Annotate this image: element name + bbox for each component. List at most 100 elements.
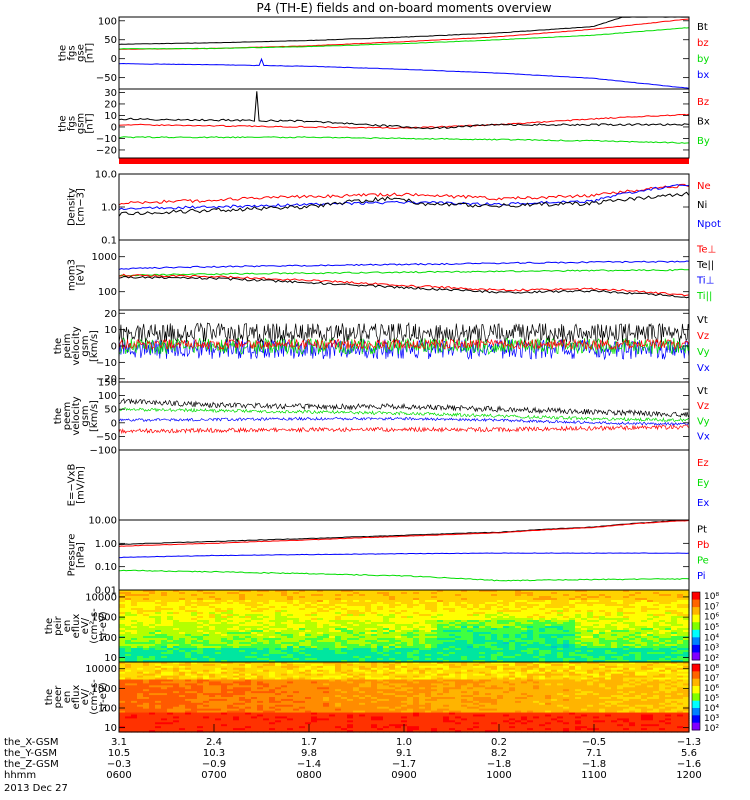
spectrogram-cell: [401, 640, 408, 643]
spectrogram-cell: [671, 620, 678, 623]
spectrogram-cell: [569, 654, 576, 657]
spectrogram-cell: [161, 720, 168, 723]
spectrogram-cell: [497, 638, 504, 641]
spectrogram-cell: [281, 730, 288, 733]
spectrogram-cell: [323, 662, 330, 665]
spectrogram-cell: [119, 626, 126, 629]
spectrogram-cell: [485, 642, 492, 645]
spectrogram-cell: [383, 614, 390, 617]
spectrogram-cell: [353, 632, 360, 635]
spectrogram-cell: [197, 628, 204, 631]
spectrogram-cell: [143, 610, 150, 613]
spectrogram-cell: [671, 602, 678, 605]
spectrogram-cell: [467, 638, 474, 641]
spectrogram-cell: [263, 724, 270, 727]
spectrogram-cell: [335, 685, 342, 688]
spectrogram-cell: [299, 695, 306, 698]
spectrogram-cell: [413, 644, 420, 647]
spectrogram-cell: [245, 612, 252, 615]
spectrogram-cell: [161, 708, 168, 712]
spectrogram-cell: [119, 638, 126, 641]
spectrogram-cell: [593, 652, 600, 655]
spectrogram-cell: [173, 716, 180, 719]
spectrogram-cell: [467, 624, 474, 627]
spectrogram-cell: [317, 646, 324, 649]
spectrogram-cell: [203, 704, 210, 708]
spectrogram-cell: [293, 669, 300, 673]
spectrogram-cell: [191, 614, 198, 617]
spectrogram-cell: [281, 681, 288, 684]
spectrogram-cell: [635, 642, 642, 645]
spectrogram-cell: [209, 600, 216, 603]
spectrogram-cell: [131, 658, 138, 661]
spectrogram-cell: [317, 677, 324, 681]
spectrogram-cell: [587, 650, 594, 653]
spectrogram-cell: [143, 693, 150, 696]
spectrogram-cell: [449, 594, 456, 597]
spectrogram-cell: [497, 658, 504, 661]
spectrogram-cell: [125, 710, 132, 714]
spectrogram-cell: [149, 675, 156, 679]
spectrogram-cell: [173, 671, 180, 675]
spectrogram-cell: [305, 677, 312, 681]
spectrogram-cell: [383, 604, 390, 607]
spectrogram-cell: [407, 638, 414, 641]
spectrogram-cell: [287, 616, 294, 619]
spectrogram-cell: [155, 596, 162, 599]
spectrogram-cell: [455, 640, 462, 643]
spectrogram-cell: [197, 677, 204, 681]
spectrogram-cell: [209, 662, 216, 665]
spectrogram-cell: [221, 618, 228, 621]
spectrogram-cell: [647, 640, 654, 643]
spectrogram-cell: [383, 618, 390, 621]
spectrogram-cell: [281, 669, 288, 673]
y-tick-label: 0: [111, 342, 117, 353]
spectrogram-cell: [305, 598, 312, 601]
spectrogram-cell: [143, 712, 150, 716]
spectrogram-cell: [671, 604, 678, 607]
spectrogram-cell: [491, 656, 498, 659]
spectrogram-cell: [335, 712, 342, 716]
spectrogram-cell: [167, 660, 174, 663]
spectrogram-cell: [293, 716, 300, 719]
spectrogram-cell: [383, 592, 390, 595]
spectrogram-cell: [677, 598, 684, 601]
spectrogram-cell: [347, 606, 354, 609]
spectrogram-cell: [275, 695, 282, 698]
spectrogram-cell: [329, 722, 336, 725]
spectrogram-cell: [317, 622, 324, 625]
spectrogram-cell: [125, 632, 132, 635]
spectrogram-cell: [275, 665, 282, 669]
spectrogram-cell: [143, 636, 150, 639]
spectrogram-cell: [185, 590, 192, 593]
spectrogram-cell: [263, 638, 270, 641]
spectrogram-cell: [203, 669, 210, 673]
spectrogram-cell: [269, 722, 276, 725]
spectrogram-cell: [407, 590, 414, 593]
spectrogram-cell: [185, 600, 192, 603]
spectrogram-cell: [179, 640, 186, 643]
spectrogram-cell: [143, 689, 150, 692]
spectrogram-cell: [197, 689, 204, 692]
spectrogram-cell: [527, 644, 534, 647]
spectrogram-cell: [257, 616, 264, 619]
spectrogram-cell: [221, 712, 228, 716]
spectrogram-cell: [149, 722, 156, 725]
spectrogram-cell: [197, 608, 204, 611]
legend-entry: Npot: [697, 219, 721, 230]
spectrogram-cell: [143, 675, 150, 679]
spectrogram-cell: [329, 714, 336, 718]
spectrogram-cell: [305, 728, 312, 731]
spectrogram-cell: [191, 610, 198, 613]
spectrogram-cell: [251, 624, 258, 627]
spectrogram-cell: [299, 632, 306, 635]
spectrogram-cell: [305, 610, 312, 613]
spectrogram-cell: [419, 644, 426, 647]
spectrogram-cell: [191, 604, 198, 607]
spectrogram-cell: [503, 612, 510, 615]
spectrogram-cell: [617, 638, 624, 641]
spectrogram-cell: [227, 644, 234, 647]
spectrogram-cell: [311, 710, 318, 714]
spectrogram-cell: [245, 667, 252, 671]
spectrogram-cell: [281, 638, 288, 641]
